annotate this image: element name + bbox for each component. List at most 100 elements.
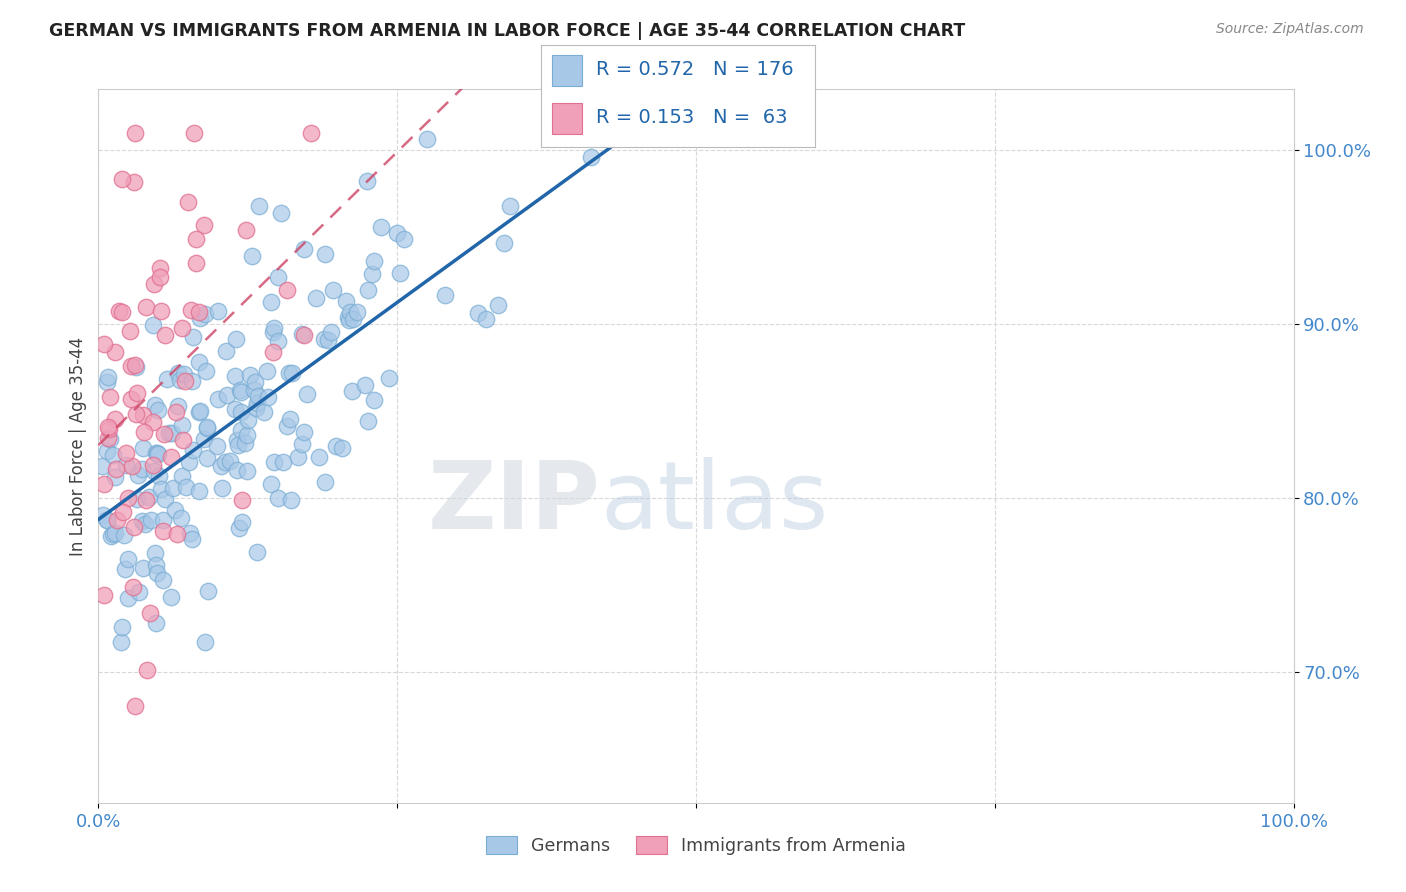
Point <box>124 126 146 140</box>
Point <box>97 420 120 434</box>
Point <box>98 390 121 404</box>
Point <box>181 374 204 388</box>
Point <box>249 199 271 213</box>
Point <box>354 378 377 392</box>
Point <box>305 291 328 305</box>
Point <box>416 132 439 146</box>
Point <box>142 458 165 473</box>
Point <box>98 432 121 446</box>
Point <box>138 490 160 504</box>
Point <box>97 422 120 436</box>
Point <box>160 425 183 440</box>
Point <box>143 546 166 560</box>
Point <box>370 220 392 235</box>
Point <box>121 459 143 474</box>
Point <box>337 310 360 325</box>
Point <box>256 364 278 378</box>
Point <box>226 463 249 477</box>
Point <box>195 420 218 434</box>
Point <box>132 441 155 455</box>
Point <box>246 545 269 559</box>
Point <box>292 242 315 256</box>
Point <box>277 366 299 380</box>
Point <box>486 298 509 312</box>
Point <box>153 427 176 442</box>
Point <box>257 390 280 404</box>
Point <box>187 305 209 319</box>
Point <box>209 458 232 473</box>
Point <box>177 194 200 209</box>
Point <box>157 426 180 441</box>
Point <box>145 615 167 630</box>
Point <box>319 325 342 339</box>
Point <box>278 412 301 426</box>
Point <box>101 448 124 462</box>
Point <box>124 698 146 713</box>
Point <box>205 439 228 453</box>
Point <box>217 388 239 402</box>
Point <box>246 396 269 410</box>
Point <box>149 269 172 284</box>
Text: atlas: atlas <box>600 457 828 549</box>
Point <box>340 384 363 399</box>
Point <box>252 405 274 419</box>
Text: R = 0.153   N =  63: R = 0.153 N = 63 <box>596 109 787 128</box>
Point <box>131 514 153 528</box>
Point <box>229 405 252 419</box>
Point <box>239 368 262 382</box>
Point <box>224 368 246 383</box>
Point <box>93 588 115 602</box>
Point <box>120 359 142 373</box>
Point <box>236 413 259 427</box>
Point <box>174 374 197 388</box>
Point <box>115 446 138 460</box>
Point <box>166 400 188 414</box>
Point <box>124 359 146 373</box>
Point <box>356 174 378 188</box>
Point <box>172 418 194 433</box>
Point <box>143 398 166 412</box>
Point <box>172 434 194 448</box>
Point <box>170 511 193 525</box>
Point <box>243 383 266 397</box>
Point <box>114 562 136 576</box>
Point <box>299 126 322 140</box>
Point <box>211 481 233 495</box>
Point <box>139 606 162 620</box>
Point <box>292 327 315 342</box>
Text: GERMAN VS IMMIGRANTS FROM ARMENIA IN LABOR FORCE | AGE 35-44 CORRELATION CHART: GERMAN VS IMMIGRANTS FROM ARMENIA IN LAB… <box>49 22 966 40</box>
Point <box>262 345 284 359</box>
Point <box>260 295 283 310</box>
Point <box>90 459 112 474</box>
Point <box>235 223 257 237</box>
Point <box>195 364 218 378</box>
Text: Source: ZipAtlas.com: Source: ZipAtlas.com <box>1216 22 1364 37</box>
Point <box>599 126 621 140</box>
Point <box>173 367 195 381</box>
Legend: Germans, Immigrants from Armenia: Germans, Immigrants from Armenia <box>479 830 912 862</box>
Point <box>579 150 602 164</box>
Point <box>111 305 134 319</box>
Point <box>117 591 139 606</box>
Point <box>145 558 167 572</box>
Point <box>101 527 124 541</box>
Point <box>214 343 236 358</box>
Point <box>231 516 253 530</box>
Point <box>335 293 357 308</box>
Point <box>308 450 330 464</box>
Point <box>226 438 249 452</box>
Point <box>246 389 269 403</box>
Point <box>295 386 318 401</box>
Point <box>467 306 489 320</box>
Point <box>292 425 315 439</box>
Point <box>394 231 416 245</box>
Point <box>105 513 128 527</box>
Point <box>153 327 176 342</box>
Point <box>342 312 364 326</box>
Point <box>166 527 188 541</box>
Point <box>242 250 264 264</box>
Point <box>245 376 267 390</box>
Point <box>233 435 256 450</box>
Point <box>152 513 174 527</box>
Point <box>124 360 146 375</box>
